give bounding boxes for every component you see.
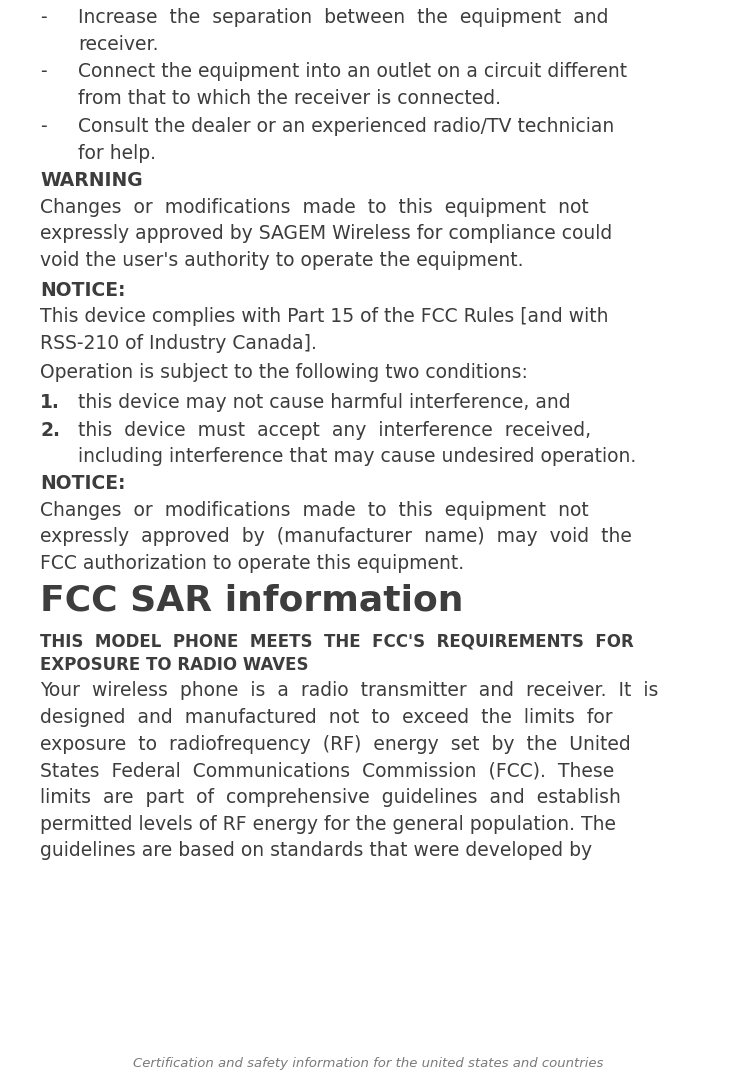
Text: 2.: 2.	[40, 421, 60, 439]
Text: for help.: for help.	[78, 143, 156, 163]
Text: limits  are  part  of  comprehensive  guidelines  and  establish: limits are part of comprehensive guideli…	[40, 788, 621, 807]
Text: guidelines are based on standards that were developed by: guidelines are based on standards that w…	[40, 841, 592, 860]
Text: NOTICE:: NOTICE:	[40, 280, 125, 300]
Text: THIS  MODEL  PHONE  MEETS  THE  FCC'S  REQUIREMENTS  FOR: THIS MODEL PHONE MEETS THE FCC'S REQUIRE…	[40, 633, 634, 650]
Text: Operation is subject to the following two conditions:: Operation is subject to the following tw…	[40, 363, 528, 383]
Text: -: -	[40, 62, 46, 82]
Text: Connect the equipment into an outlet on a circuit different: Connect the equipment into an outlet on …	[78, 62, 627, 82]
Text: Your  wireless  phone  is  a  radio  transmitter  and  receiver.  It  is: Your wireless phone is a radio transmitt…	[40, 682, 658, 700]
Text: EXPOSURE TO RADIO WAVES: EXPOSURE TO RADIO WAVES	[40, 657, 309, 674]
Text: expressly approved by SAGEM Wireless for compliance could: expressly approved by SAGEM Wireless for…	[40, 224, 612, 243]
Text: This device complies with Part 15 of the FCC Rules [and with: This device complies with Part 15 of the…	[40, 307, 609, 326]
Text: from that to which the receiver is connected.: from that to which the receiver is conne…	[78, 89, 501, 108]
Text: Changes  or  modifications  made  to  this  equipment  not: Changes or modifications made to this eq…	[40, 198, 589, 216]
Text: permitted levels of RF energy for the general population. The: permitted levels of RF energy for the ge…	[40, 814, 616, 834]
Text: WARNING: WARNING	[40, 172, 143, 190]
Text: States  Federal  Communications  Commission  (FCC).  These: States Federal Communications Commission…	[40, 761, 614, 780]
Text: RSS-210 of Industry Canada].: RSS-210 of Industry Canada].	[40, 334, 317, 352]
Text: exposure  to  radiofrequency  (RF)  energy  set  by  the  United: exposure to radiofrequency (RF) energy s…	[40, 735, 631, 753]
Text: Certification and safety information for the united states and countries: Certification and safety information for…	[133, 1057, 604, 1070]
Text: expressly  approved  by  (manufacturer  name)  may  void  the: expressly approved by (manufacturer name…	[40, 527, 632, 547]
Text: designed  and  manufactured  not  to  exceed  the  limits  for: designed and manufactured not to exceed …	[40, 708, 612, 727]
Text: Increase  the  separation  between  the  equipment  and: Increase the separation between the equi…	[78, 8, 609, 27]
Text: 1.: 1.	[40, 393, 60, 412]
Text: FCC SAR information: FCC SAR information	[40, 584, 464, 617]
Text: FCC authorization to operate this equipment.: FCC authorization to operate this equipm…	[40, 554, 464, 573]
Text: this device may not cause harmful interference, and: this device may not cause harmful interf…	[78, 393, 570, 412]
Text: Consult the dealer or an experienced radio/TV technician: Consult the dealer or an experienced rad…	[78, 117, 614, 136]
Text: this  device  must  accept  any  interference  received,: this device must accept any interference…	[78, 421, 591, 439]
Text: including interference that may cause undesired operation.: including interference that may cause un…	[78, 447, 636, 466]
Text: receiver.: receiver.	[78, 35, 158, 53]
Text: void the user's authority to operate the equipment.: void the user's authority to operate the…	[40, 251, 523, 270]
Text: Changes  or  modifications  made  to  this  equipment  not: Changes or modifications made to this eq…	[40, 501, 589, 520]
Text: -: -	[40, 117, 46, 136]
Text: NOTICE:: NOTICE:	[40, 474, 125, 493]
Text: -: -	[40, 8, 46, 27]
